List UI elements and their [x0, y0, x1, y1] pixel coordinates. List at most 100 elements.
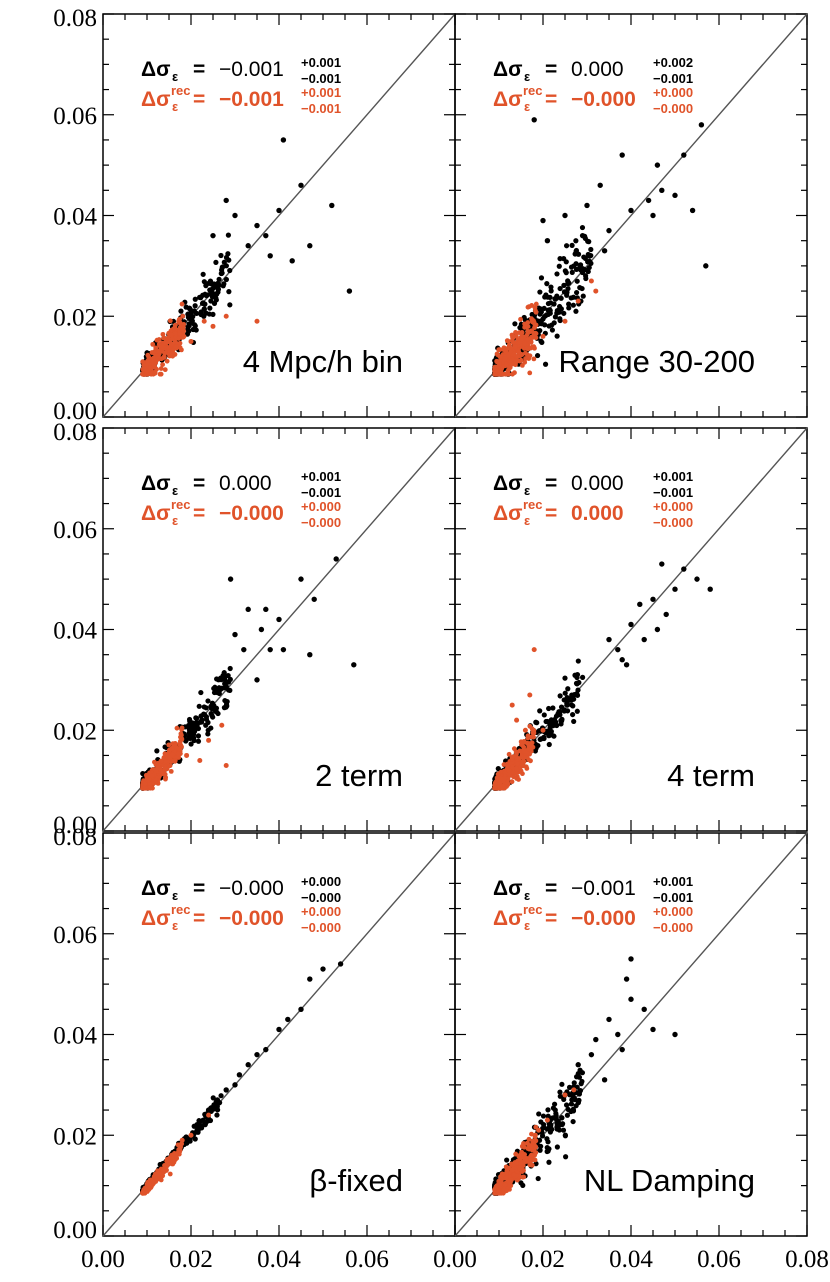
- delta-sigma-annotation: Δσ ε = 0.000 +0.001−0.001: [493, 469, 693, 500]
- outlier-point-black: [245, 243, 251, 249]
- data-point-red: [152, 370, 158, 376]
- data-point-red: [141, 362, 147, 368]
- epsilon-subscript: ε: [524, 918, 530, 933]
- outlier-point-black: [637, 601, 643, 608]
- outlier-point-red: [184, 752, 190, 758]
- data-point-red: [164, 358, 170, 364]
- data-point-red: [492, 785, 498, 791]
- outlier-point-red: [210, 323, 216, 329]
- data-point-red: [179, 301, 185, 307]
- data-point-black: [200, 271, 206, 277]
- delta-sigma-annotation: Δσ ε = −0.000 +0.000−0.000: [141, 874, 341, 905]
- data-point-black: [586, 264, 592, 271]
- error-plus: +0.001: [653, 469, 693, 484]
- outlier-point-red: [223, 763, 229, 769]
- data-point-black: [548, 719, 554, 725]
- outlier-point-red: [575, 298, 581, 304]
- data-point-red: [151, 361, 157, 367]
- data-point-black: [566, 305, 572, 311]
- data-point-red: [162, 350, 168, 356]
- data-point-red: [522, 350, 528, 356]
- data-point-black: [193, 327, 199, 333]
- outlier-point-black: [619, 1046, 625, 1053]
- data-point-red: [499, 371, 504, 377]
- data-point-red: [145, 358, 150, 364]
- data-point-black: [539, 1133, 546, 1139]
- outlier-point-black: [645, 197, 652, 204]
- data-point-red: [524, 1158, 529, 1164]
- data-point-red: [494, 351, 500, 357]
- data-point-red: [529, 1131, 534, 1137]
- data-point-red: [516, 349, 521, 355]
- outlier-point-red: [514, 717, 520, 723]
- x-tick-label: 0.04: [257, 1246, 301, 1273]
- data-point-black: [537, 1147, 543, 1153]
- data-point-red: [154, 366, 159, 372]
- data-point-red: [174, 725, 180, 731]
- delta-sigma-value: 0.000: [219, 472, 272, 495]
- data-point-red: [510, 754, 516, 760]
- rec-superscript: rec: [171, 497, 191, 512]
- rec-superscript: rec: [523, 83, 543, 98]
- outlier-point-red: [206, 737, 212, 743]
- data-point-black: [562, 268, 568, 274]
- y-tick-label: 0.08: [53, 824, 97, 851]
- delta-sigma-annotation: Δσ ε = −0.001 +0.001−0.001: [141, 55, 341, 86]
- data-point-black: [549, 322, 555, 328]
- data-point-black: [571, 718, 577, 725]
- data-point-red: [179, 732, 184, 738]
- data-point-red: [161, 355, 167, 360]
- y-tick-label: 0.02: [53, 718, 97, 745]
- panel-label: Range 30-200: [559, 344, 756, 379]
- outlier-point-red: [536, 1127, 542, 1133]
- equals-sign: =: [545, 907, 557, 930]
- data-point-black: [186, 305, 193, 311]
- outlier-point-black: [588, 1051, 595, 1058]
- data-point-red: [493, 371, 498, 377]
- delta-sigma-symbol: Δσ: [141, 472, 170, 495]
- data-point-red: [505, 763, 511, 769]
- equals-sign: =: [193, 907, 205, 930]
- outlier-point-black: [329, 202, 335, 209]
- data-point-red: [528, 758, 533, 764]
- data-point-black: [571, 1095, 577, 1101]
- data-point-red: [160, 362, 166, 368]
- data-point-red: [527, 370, 533, 376]
- delta-sigma-value: 0.000: [571, 58, 624, 81]
- delta-sigma-symbol: Δσ: [141, 88, 170, 111]
- data-point-black: [546, 705, 552, 712]
- data-point-black: [562, 690, 568, 696]
- data-point-red: [144, 369, 150, 374]
- data-point-black: [559, 718, 565, 724]
- panel-label: 4 Mpc/h bin: [243, 344, 403, 379]
- data-point-black: [534, 352, 541, 359]
- data-point-red: [520, 763, 526, 768]
- y-tick-label: 0.06: [53, 922, 97, 949]
- data-point-red: [529, 1162, 535, 1168]
- outlier-point-black: [623, 976, 630, 982]
- error-minus: −0.000: [301, 920, 341, 935]
- outlier-point-red: [197, 757, 203, 763]
- data-point-black: [224, 698, 230, 705]
- data-point-black: [216, 276, 222, 282]
- outlier-point-red: [188, 338, 194, 344]
- data-point-red: [503, 362, 509, 368]
- data-point-black: [209, 702, 215, 709]
- data-point-black: [548, 284, 554, 290]
- y-tick-label: 0.00: [53, 812, 97, 839]
- outlier-point-black: [619, 152, 625, 158]
- data-point-black: [201, 704, 207, 710]
- data-point-black: [227, 302, 233, 308]
- outlier-point-black: [707, 586, 713, 592]
- data-point-black: [541, 712, 547, 718]
- rec-superscript: rec: [171, 902, 191, 917]
- delta-sigma-annotation: Δσ ε = 0.000 +0.002−0.001: [493, 55, 693, 86]
- outlier-point-red: [522, 727, 528, 733]
- data-point-black: [560, 1127, 567, 1133]
- data-point-black: [203, 722, 209, 728]
- data-point-red: [146, 777, 152, 783]
- data-point-red: [176, 317, 182, 323]
- x-tick-label: 0.08: [785, 1246, 829, 1273]
- delta-sigma-value: −0.000: [219, 877, 284, 900]
